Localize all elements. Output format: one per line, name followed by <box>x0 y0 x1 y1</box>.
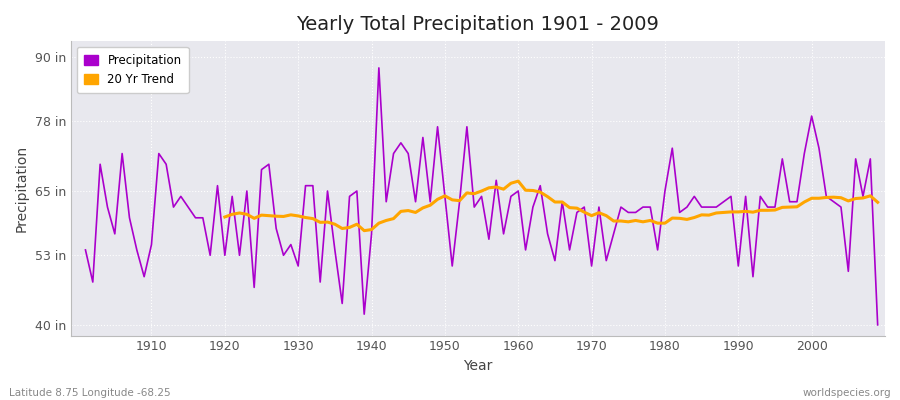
Precipitation <box>608 232 619 236</box>
Title: Yearly Total Precipitation 1901 - 2009: Yearly Total Precipitation 1901 - 2009 <box>296 15 660 34</box>
Precipitation <box>520 248 531 252</box>
Text: worldspecies.org: worldspecies.org <box>803 388 891 398</box>
Precipitation <box>513 189 524 194</box>
Legend: Precipitation, 20 Yr Trend: Precipitation, 20 Yr Trend <box>76 47 189 93</box>
20 Yr Trend <box>601 213 612 218</box>
20 Yr Trend <box>872 200 883 205</box>
Line: 20 Yr Trend: 20 Yr Trend <box>225 181 878 231</box>
20 Yr Trend <box>513 179 524 184</box>
Precipitation <box>374 66 384 70</box>
20 Yr Trend <box>344 225 355 230</box>
Precipitation <box>139 274 149 279</box>
X-axis label: Year: Year <box>464 359 492 373</box>
Precipitation <box>872 322 883 327</box>
Y-axis label: Precipitation: Precipitation <box>15 145 29 232</box>
Precipitation <box>300 183 310 188</box>
Text: Latitude 8.75 Longitude -68.25: Latitude 8.75 Longitude -68.25 <box>9 388 171 398</box>
Precipitation <box>344 194 355 199</box>
Precipitation <box>80 248 91 252</box>
20 Yr Trend <box>506 181 517 186</box>
20 Yr Trend <box>300 215 310 220</box>
Line: Precipitation: Precipitation <box>86 68 878 325</box>
